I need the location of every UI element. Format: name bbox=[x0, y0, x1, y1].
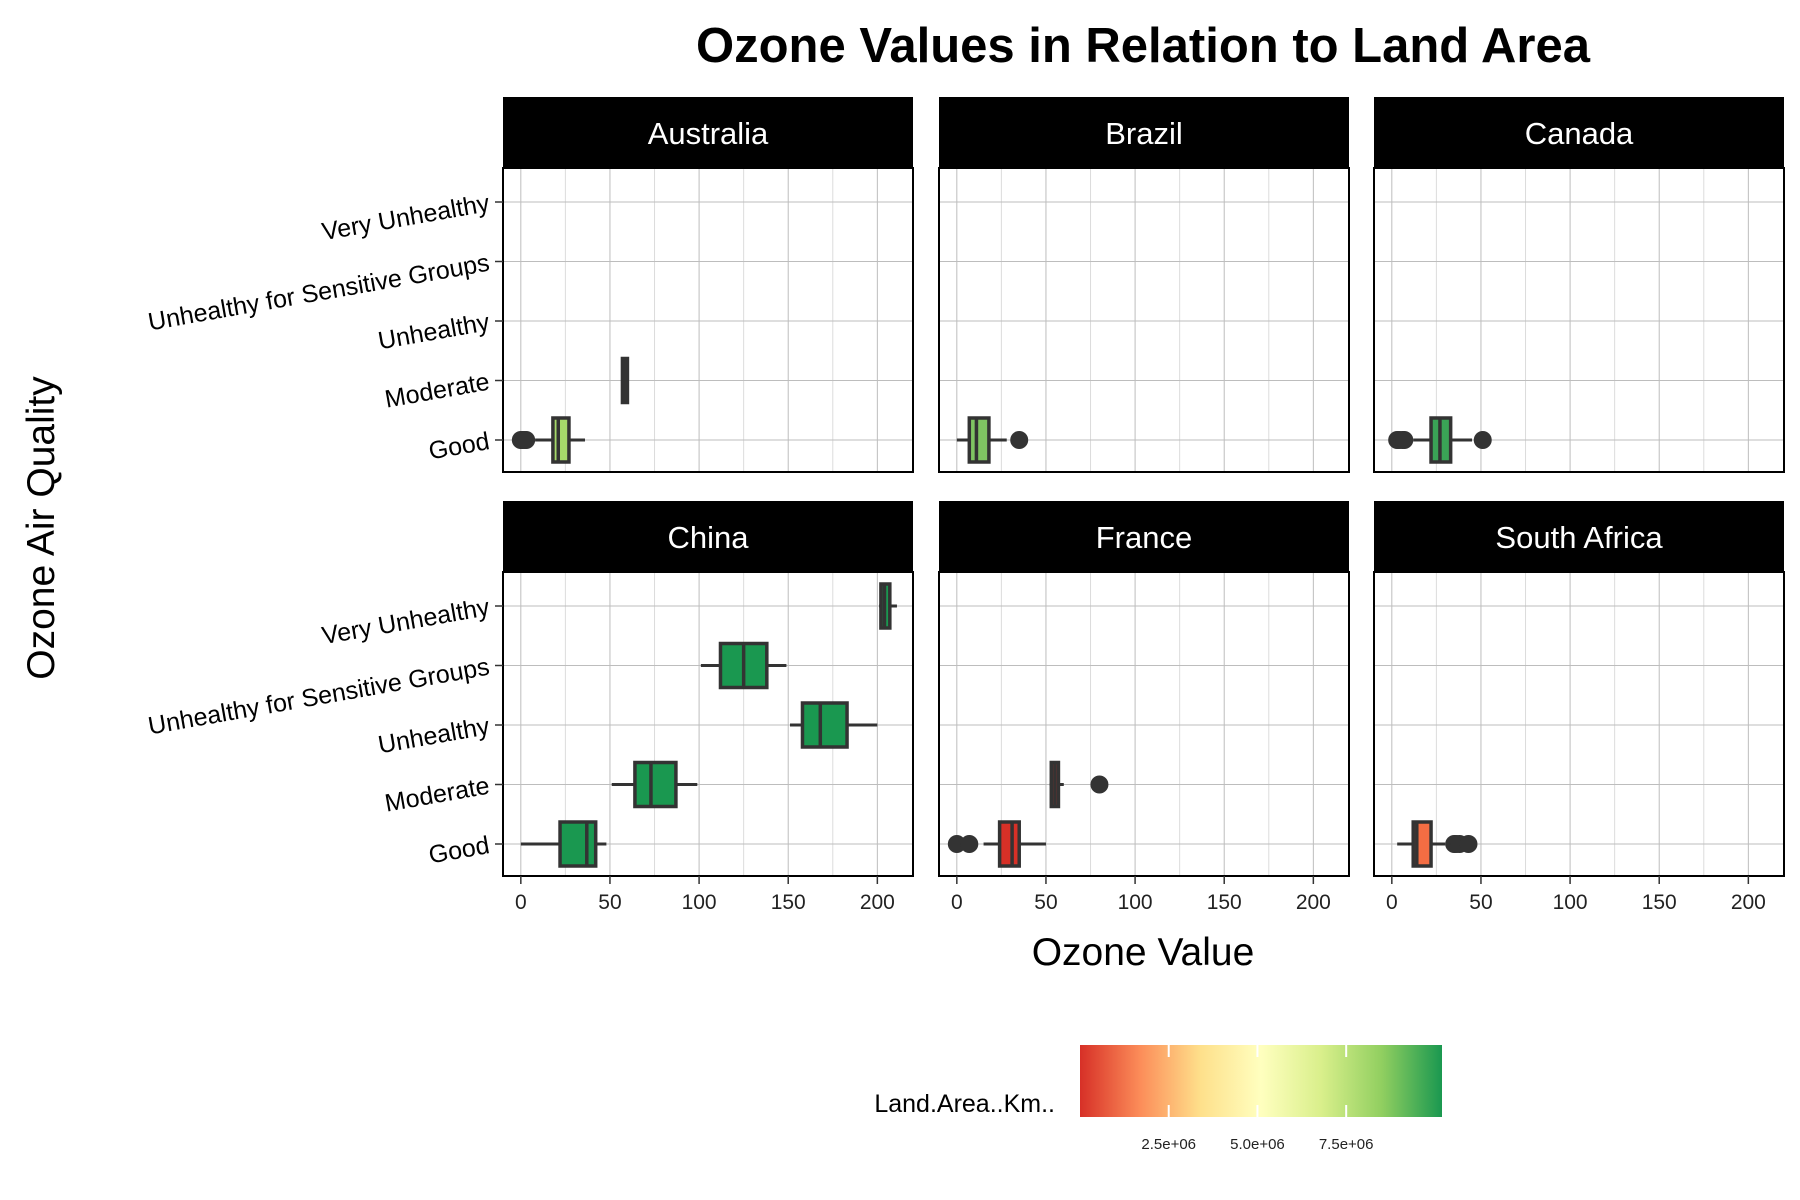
strip-label: Brazil bbox=[1105, 116, 1183, 151]
box-moderate bbox=[611, 760, 698, 809]
y-tick-label: Moderate bbox=[383, 772, 492, 818]
strip-china bbox=[503, 501, 913, 572]
outlier-point bbox=[1395, 431, 1414, 449]
box-good bbox=[1397, 820, 1478, 868]
outlier-point bbox=[947, 835, 966, 853]
x-tick-label: 150 bbox=[1207, 891, 1242, 914]
x-tick-label: 50 bbox=[1469, 891, 1492, 914]
y-tick-label: Moderate bbox=[383, 368, 492, 414]
strip-label: Canada bbox=[1525, 116, 1634, 151]
box-iqr bbox=[997, 820, 1021, 868]
x-tick-label: 200 bbox=[1731, 891, 1766, 914]
x-tick-label: 100 bbox=[1553, 891, 1588, 914]
panel-canada: Canada bbox=[1373, 97, 1785, 473]
panel-south-africa: South Africa 0 50 100 150 200 bbox=[1373, 501, 1785, 914]
outlier-point bbox=[1090, 775, 1109, 794]
strip-france bbox=[939, 501, 1349, 572]
legend-tick-label: 5.0e+06 bbox=[1230, 1136, 1285, 1153]
box-good bbox=[520, 820, 607, 868]
outlier-point bbox=[517, 431, 536, 449]
box-good bbox=[956, 416, 1029, 464]
legend-colorbar bbox=[1080, 1045, 1442, 1117]
box-moderate bbox=[1049, 760, 1109, 809]
y-axis-title: Ozone Air Quality bbox=[20, 376, 63, 680]
y-tick-label: Unhealthy bbox=[376, 712, 492, 759]
panel-background bbox=[503, 168, 913, 472]
x-tick-label: 50 bbox=[598, 891, 621, 914]
x-tick-label: 150 bbox=[1642, 891, 1677, 914]
panel-france: France 0 50 100 150 200 bbox=[938, 501, 1350, 914]
x-tick-label: 0 bbox=[515, 891, 527, 914]
x-axis-title: Ozone Value bbox=[1032, 931, 1255, 974]
box-iqr bbox=[551, 416, 571, 464]
strip-label: China bbox=[668, 520, 750, 555]
outlier-point bbox=[1010, 431, 1029, 449]
x-tick-label: 50 bbox=[1034, 891, 1057, 914]
y-tick-label: Unhealthy bbox=[376, 308, 492, 355]
chart-title: Ozone Values in Relation to Land Area bbox=[696, 19, 1591, 73]
x-tick-label: 0 bbox=[1386, 891, 1398, 914]
outlier-point bbox=[1459, 835, 1478, 853]
strip-south-africa bbox=[1374, 501, 1784, 572]
outlier-point bbox=[1473, 431, 1492, 449]
box-moderate bbox=[620, 356, 630, 405]
y-tick-label: Good bbox=[427, 831, 492, 869]
box-good bbox=[511, 416, 585, 464]
strip-brazil bbox=[939, 97, 1349, 168]
box-unhealthy bbox=[790, 701, 878, 749]
panel-border bbox=[502, 167, 914, 473]
facet-panels: AustraliaGoodModerateUnhealthyUnhealthy … bbox=[146, 97, 1785, 914]
x-tick-label: 100 bbox=[682, 891, 717, 914]
panel-brazil: Brazil bbox=[938, 97, 1350, 473]
y-tick-label: Very Unhealthy bbox=[320, 593, 492, 650]
legend-tick-label: 7.5e+06 bbox=[1319, 1136, 1374, 1153]
panel-border bbox=[938, 571, 1350, 877]
box-good bbox=[1388, 416, 1492, 464]
panel-background bbox=[1374, 572, 1784, 876]
panel-border bbox=[938, 167, 1350, 473]
strip-label: South Africa bbox=[1495, 520, 1663, 555]
strip-label: France bbox=[1096, 520, 1192, 555]
box-iqr bbox=[558, 820, 598, 868]
x-tick-label: 200 bbox=[1296, 891, 1331, 914]
box-iqr bbox=[633, 760, 678, 809]
legend: Land.Area..Km.. 2.5e+06 5.0e+06 7.5e+06 bbox=[874, 1045, 1442, 1153]
panel-australia: AustraliaGoodModerateUnhealthyUnhealthy … bbox=[146, 97, 914, 473]
legend-tick-label: 2.5e+06 bbox=[1141, 1136, 1196, 1153]
box-unhealthy-for-sensitive-groups bbox=[700, 641, 787, 690]
panel-border bbox=[1373, 571, 1785, 877]
x-tick-label: 150 bbox=[771, 891, 806, 914]
x-tick-label: 200 bbox=[860, 891, 895, 914]
box-good bbox=[947, 820, 1046, 868]
y-tick-label: Good bbox=[427, 427, 492, 465]
box-very-unhealthy bbox=[879, 582, 897, 630]
x-tick-label: 0 bbox=[951, 891, 963, 914]
strip-australia bbox=[503, 97, 913, 168]
box-iqr bbox=[800, 701, 849, 749]
panel-border bbox=[1373, 167, 1785, 473]
box-iqr bbox=[967, 416, 991, 464]
panel-background bbox=[939, 168, 1349, 472]
strip-canada bbox=[1374, 97, 1784, 168]
strip-label: Australia bbox=[648, 116, 769, 151]
legend-title: Land.Area..Km.. bbox=[874, 1090, 1055, 1118]
outlier-point bbox=[960, 835, 979, 853]
y-tick-label: Very Unhealthy bbox=[320, 189, 492, 246]
legend-ticks: 2.5e+06 5.0e+06 7.5e+06 bbox=[1141, 1045, 1373, 1153]
x-tick-label: 100 bbox=[1118, 891, 1153, 914]
panel-border bbox=[502, 571, 914, 877]
